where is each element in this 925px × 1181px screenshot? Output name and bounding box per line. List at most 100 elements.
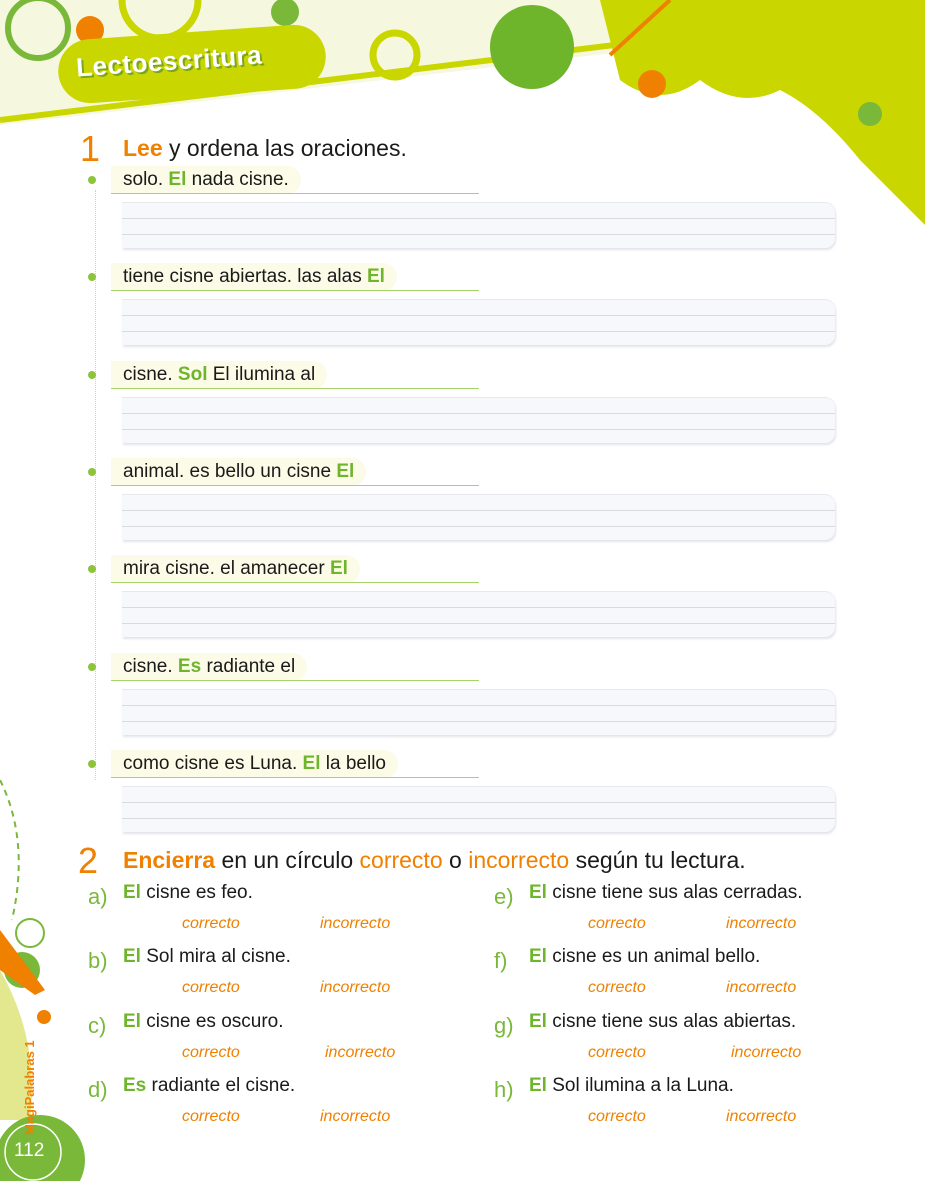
option-correct[interactable]: correcto bbox=[588, 915, 646, 932]
sentence-text: El ilumina al bbox=[207, 363, 316, 385]
item-letter: f) bbox=[494, 948, 508, 974]
highlight-word: El bbox=[529, 1074, 547, 1096]
sentence-text: mira cisne. el amanecer bbox=[123, 558, 330, 580]
statement: El cisne es un animal bello. bbox=[529, 946, 760, 968]
highlight-word: El bbox=[336, 460, 355, 482]
option-correct[interactable]: correcto bbox=[182, 915, 240, 932]
sentence-text: como cisne es Luna. bbox=[123, 752, 303, 774]
instruction-verb: Encierra bbox=[123, 847, 216, 873]
exercise-2-instruction: Encierra en un círculo correcto o incorr… bbox=[123, 847, 746, 874]
answer-writing-lines[interactable] bbox=[122, 202, 835, 248]
item-letter: b) bbox=[88, 948, 108, 974]
bullet bbox=[88, 662, 96, 671]
option-incorrect[interactable]: incorrecto bbox=[726, 915, 797, 932]
answer-writing-lines[interactable] bbox=[122, 688, 835, 735]
sentence-underline bbox=[111, 484, 479, 486]
scrambled-sentence: tiene cisne abiertas. las alas El bbox=[111, 263, 397, 292]
statement-text: radiante el cisne. bbox=[146, 1074, 296, 1096]
sentence-underline bbox=[111, 776, 479, 778]
book-logo: MagiPalabras 1 bbox=[22, 1040, 37, 1135]
option-incorrect[interactable]: incorrecto bbox=[726, 1107, 797, 1125]
option-incorrect[interactable]: incorrecto bbox=[320, 915, 391, 932]
highlight-word: El bbox=[168, 169, 187, 190]
answer-writing-lines[interactable] bbox=[122, 493, 835, 540]
highlight-word: El bbox=[123, 882, 141, 903]
scrambled-sentence: como cisne es Luna. El la bello bbox=[111, 749, 398, 778]
item-letter: d) bbox=[88, 1076, 108, 1102]
scrambled-sentence: animal. es bello un cisne El bbox=[111, 457, 367, 486]
highlight-word: El bbox=[529, 882, 547, 903]
footer-decoration bbox=[0, 780, 85, 1181]
sentence-underline bbox=[111, 290, 479, 292]
statement: El Sol mira al cisne. bbox=[123, 946, 291, 968]
exercise-1-number: 1 bbox=[80, 128, 101, 169]
option-incorrect[interactable]: incorrecto bbox=[320, 1107, 391, 1125]
sentence-underline bbox=[111, 193, 479, 194]
statement: El Sol ilumina a la Luna. bbox=[529, 1075, 734, 1097]
sentence-text: cisne. bbox=[123, 655, 178, 677]
scrambled-sentence: cisne. Es radiante el bbox=[111, 652, 308, 681]
highlight-word: El bbox=[123, 946, 141, 968]
answer-writing-lines[interactable] bbox=[122, 591, 835, 638]
option-incorrect[interactable]: incorrecto bbox=[320, 979, 391, 997]
item-letter: e) bbox=[494, 884, 514, 909]
option-correct[interactable]: correcto bbox=[588, 979, 646, 997]
bullet bbox=[88, 565, 96, 574]
option-correct[interactable]: correcto bbox=[182, 979, 240, 997]
highlight-word: El bbox=[123, 1010, 141, 1032]
instruction-word-correct: correcto bbox=[359, 847, 443, 873]
highlight-word: El bbox=[366, 266, 385, 288]
highlight-word: Es bbox=[177, 655, 202, 677]
instruction-text: según tu lectura. bbox=[569, 847, 746, 873]
sentence-text: solo. bbox=[123, 169, 169, 190]
statement: El cisne es oscuro. bbox=[123, 1011, 284, 1033]
exercise-1-instruction: Lee y ordena las oraciones. bbox=[123, 135, 407, 162]
highlight-word: Es bbox=[123, 1074, 147, 1096]
sentence-text: radiante el bbox=[201, 655, 296, 677]
option-incorrect[interactable]: incorrecto bbox=[726, 979, 797, 997]
answer-writing-lines[interactable] bbox=[122, 396, 835, 443]
option-correct[interactable]: correcto bbox=[588, 1107, 646, 1125]
exercise-2-number: 2 bbox=[78, 840, 99, 881]
option-correct[interactable]: correcto bbox=[182, 1107, 240, 1125]
sentence-text: cisne. bbox=[123, 363, 178, 385]
highlight-word: El bbox=[329, 558, 348, 580]
sentence-text: tiene cisne abiertas. las alas bbox=[123, 266, 367, 288]
answer-writing-lines[interactable] bbox=[122, 785, 835, 832]
sentence-underline bbox=[111, 679, 479, 681]
statement-text: cisne es feo. bbox=[140, 882, 253, 903]
highlight-word: El bbox=[302, 752, 321, 774]
statement: El cisne tiene sus alas abiertas. bbox=[529, 1011, 796, 1033]
statement-text: Sol mira al cisne. bbox=[140, 946, 291, 968]
option-incorrect[interactable]: incorrecto bbox=[731, 1043, 802, 1061]
sentence-text: nada cisne. bbox=[186, 169, 289, 190]
bullet bbox=[88, 467, 96, 476]
sentence-text: la bello bbox=[320, 752, 386, 774]
dotted-guide bbox=[95, 190, 96, 780]
highlight-word: Sol bbox=[177, 363, 208, 385]
item-letter: c) bbox=[88, 1012, 107, 1038]
bullet bbox=[88, 273, 96, 282]
instruction-text: o bbox=[442, 847, 469, 873]
highlight-word: El bbox=[529, 1010, 547, 1032]
statement-text: cisne es un animal bello. bbox=[546, 946, 761, 968]
item-letter: h) bbox=[494, 1076, 514, 1102]
statement-text: Sol ilumina a la Luna. bbox=[546, 1074, 734, 1096]
scrambled-sentence: solo. El nada cisne. bbox=[111, 166, 301, 194]
bullet bbox=[88, 176, 96, 184]
statement: El cisne es feo. bbox=[123, 882, 253, 904]
page-number: 112 bbox=[14, 1140, 45, 1161]
statement-text: cisne tiene sus alas cerradas. bbox=[546, 882, 803, 903]
scrambled-sentence: cisne. Sol El ilumina al bbox=[111, 360, 328, 389]
bullet bbox=[88, 370, 96, 379]
option-correct[interactable]: correcto bbox=[588, 1043, 646, 1061]
statement: Es radiante el cisne. bbox=[123, 1075, 295, 1097]
scrambled-sentence: mira cisne. el amanecer El bbox=[111, 555, 360, 584]
sentence-text: animal. es bello un cisne bbox=[123, 460, 337, 482]
sentence-underline bbox=[111, 582, 479, 584]
answer-writing-lines[interactable] bbox=[122, 299, 835, 346]
option-incorrect[interactable]: incorrecto bbox=[325, 1043, 396, 1061]
bullet bbox=[88, 759, 96, 768]
item-letter: g) bbox=[494, 1012, 514, 1038]
option-correct[interactable]: correcto bbox=[182, 1043, 240, 1061]
